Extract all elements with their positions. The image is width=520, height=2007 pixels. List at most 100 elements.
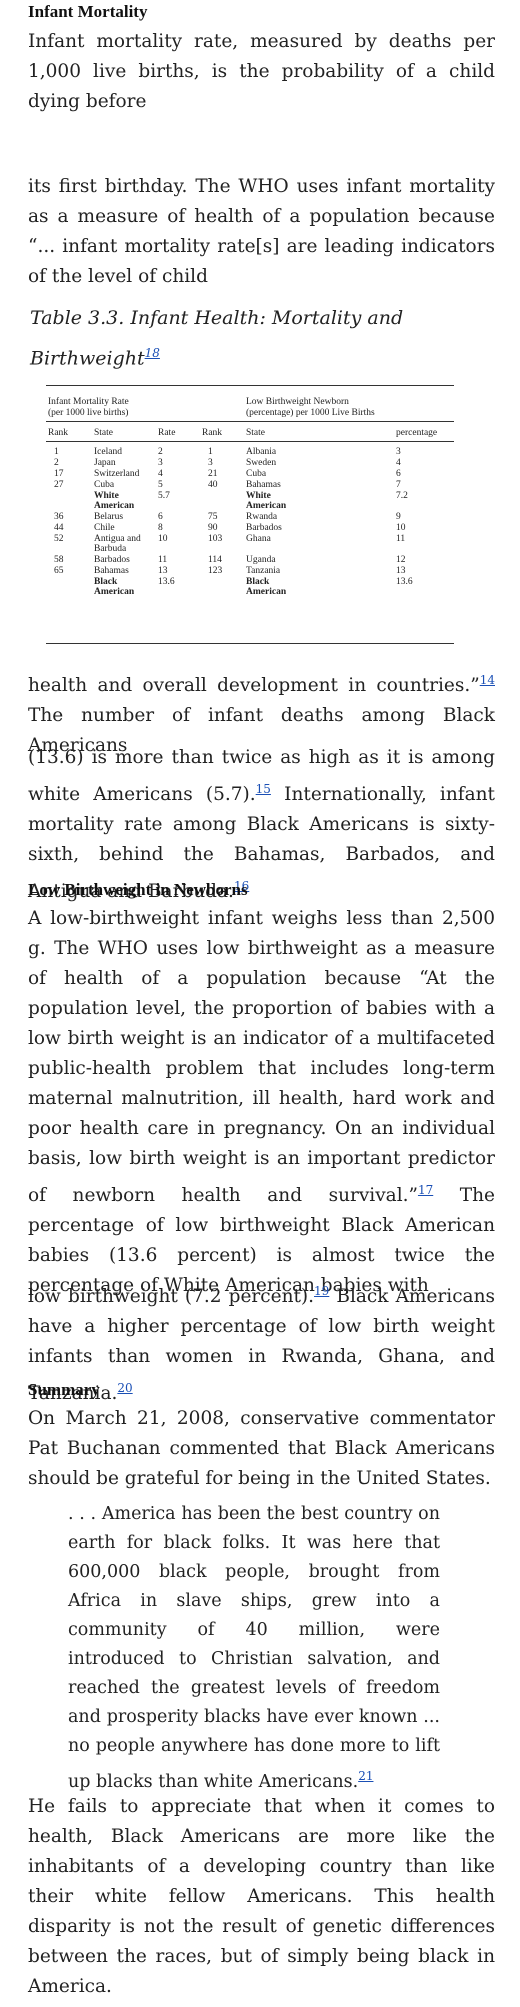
column-header-rate: Rate xyxy=(158,428,176,438)
section-heading-summary: Summary xyxy=(28,1380,100,1399)
infant-health-table: Infant Mortality Rate (per 1000 live bir… xyxy=(46,385,454,647)
paragraph-text: health and overall development in countr… xyxy=(28,675,480,697)
paragraph: He fails to appreciate that when it come… xyxy=(28,1792,495,2002)
paragraph-text: Black Americans have a higher percentage… xyxy=(28,1286,495,1405)
table-cell-rank: 27 xyxy=(54,480,64,490)
table-cell-state: Bahamas xyxy=(94,566,129,576)
table-cell-state: Belarus xyxy=(94,512,124,522)
column-header-rank-2: Rank xyxy=(202,428,223,438)
table-cell-rate: 8 xyxy=(158,523,163,533)
footnote-link-19[interactable]: 19 xyxy=(314,1284,330,1298)
table-cell-rank-2: 114 xyxy=(208,555,222,565)
footnote-link-15[interactable]: 15 xyxy=(255,782,271,796)
paragraph-text: A low-birthweight infant weighs less tha… xyxy=(28,908,495,1207)
table-cell-rank-2: 123 xyxy=(208,566,223,576)
table-cell-state-2: Rwanda xyxy=(246,512,278,522)
table-header-rule xyxy=(46,421,454,422)
table-top-rule xyxy=(46,385,454,386)
column-header-state: State xyxy=(94,428,113,438)
footnote-link-21[interactable]: 21 xyxy=(358,1769,374,1783)
table-caption: Table 3.3. Infant Health: Mortality and … xyxy=(30,302,470,375)
block-quote-text: . . . America has been the best country … xyxy=(68,1504,440,1792)
table-cell-rank-2: 75 xyxy=(208,512,218,522)
table-cell-rate: 4 xyxy=(158,469,163,479)
table-cell-state-2: Black American xyxy=(246,577,287,597)
table-cell-state-2: Barbados xyxy=(246,523,282,533)
table-cell-state-2: Albania xyxy=(246,447,277,457)
paragraph: its first birthday. The WHO uses infant … xyxy=(28,172,495,292)
table-bottom-rule xyxy=(46,643,454,644)
table-cell-percentage: 7 xyxy=(396,480,401,490)
paragraph-text: He fails to appreciate that when it come… xyxy=(28,1796,495,1997)
table-cell-state-2: Uganda xyxy=(246,555,276,565)
group-header-birthweight-2: (percentage) per 1000 Live Births xyxy=(246,408,375,418)
paragraph-text: low birthweight (7.2 percent). xyxy=(28,1286,315,1308)
table-cell-rate: 13.6 xyxy=(158,577,175,587)
footnote-ref-20[interactable]: 20 xyxy=(117,1378,132,1396)
table-cell-state-2: Bahamas xyxy=(246,480,281,490)
table-cell-percentage: 13.6 xyxy=(396,577,413,587)
footnote-ref-16[interactable]: 16 xyxy=(234,876,249,894)
table-cell-state: Cuba xyxy=(94,480,115,490)
table-cell-state: Barbados xyxy=(94,555,130,565)
table-cell-percentage: 6 xyxy=(396,469,401,479)
table-cell-percentage: 10 xyxy=(396,523,406,533)
paragraph: Infant mortality rate, measured by death… xyxy=(28,27,495,117)
table-cell-rate: 6 xyxy=(158,512,163,522)
table-cell-percentage: 9 xyxy=(396,512,401,522)
footnote-link-17[interactable]: 17 xyxy=(417,1183,434,1197)
table-cell-state-2: White American xyxy=(246,491,287,511)
table-cell-rank: 17 xyxy=(54,469,64,479)
column-header-state-2: State xyxy=(246,428,265,438)
table-cell-rank-2: 3 xyxy=(208,458,213,468)
section-heading-low-birthweight: Low Birthweight in Newborns xyxy=(28,880,248,899)
section-heading-infant-mortality: Infant Mortality xyxy=(28,2,148,21)
paragraph-text: its first birthday. The WHO uses infant … xyxy=(28,176,495,287)
table-cell-percentage: 11 xyxy=(396,534,406,544)
paragraph: (13.6) is more than twice as high as it … xyxy=(28,743,495,907)
table-cell-rate: 5 xyxy=(158,480,163,490)
table-cell-state: Iceland xyxy=(94,447,122,457)
footnote-ref-19[interactable]: 19 xyxy=(314,1281,329,1299)
table-caption-text: Table 3.3. Infant Health: Mortality and … xyxy=(30,307,404,370)
group-header-mortality-2: (per 1000 live births) xyxy=(48,408,129,418)
table-cell-rank-2: 103 xyxy=(208,534,223,544)
paragraph: low birthweight (7.2 percent).19 Black A… xyxy=(28,1275,495,1409)
paragraph-text: The percentage of low birthweight Black … xyxy=(28,1185,495,1297)
table-cell-state: Antigua and Barbuda xyxy=(94,534,141,554)
table-cell-rank: 65 xyxy=(54,566,64,576)
table-cell-state-2: Tanzania xyxy=(246,566,281,576)
footnote-ref-14[interactable]: 14 xyxy=(480,670,495,688)
footnote-ref-15[interactable]: 15 xyxy=(256,779,271,797)
footnote-link-18[interactable]: 18 xyxy=(144,346,160,360)
footnote-ref-17[interactable]: 17 xyxy=(418,1180,433,1198)
table-cell-percentage: 12 xyxy=(396,555,406,565)
table-cell-rank: 52 xyxy=(54,534,64,544)
footnote-link-16[interactable]: 16 xyxy=(233,879,250,894)
table-cell-state: White American xyxy=(94,491,135,511)
table-cell-rate: 11 xyxy=(158,555,168,565)
table-cell-percentage: 4 xyxy=(396,458,401,468)
paragraph-text: Infant mortality rate, measured by death… xyxy=(28,31,495,112)
paragraph-text: On March 21, 2008, conservative commenta… xyxy=(28,1408,495,1489)
table-cell-state-2: Sweden xyxy=(246,458,277,468)
table-cell-rank: 58 xyxy=(54,555,64,565)
table-cell-rank-2: 90 xyxy=(208,523,218,533)
footnote-link-14[interactable]: 14 xyxy=(479,673,495,687)
column-header-rank: Rank xyxy=(48,428,69,438)
footnote-ref-18[interactable]: 18 xyxy=(145,342,160,361)
table-cell-percentage: 7.2 xyxy=(396,491,408,501)
paragraph-text: Internationally, infant mortality rate a… xyxy=(28,784,495,903)
table-cell-rank: 44 xyxy=(54,523,64,533)
table-cell-state: Japan xyxy=(94,458,116,468)
paragraph-text: The number of infant deaths among Black … xyxy=(28,705,495,757)
table-cell-rate: 2 xyxy=(158,447,163,457)
footnote-link-20[interactable]: 20 xyxy=(117,1381,133,1396)
paragraph: On March 21, 2008, conservative commenta… xyxy=(28,1404,495,1494)
table-cell-rank: 36 xyxy=(54,512,64,522)
table-cell-rate: 10 xyxy=(158,534,168,544)
table-cell-rank-2: 40 xyxy=(208,480,218,490)
table-cell-percentage: 3 xyxy=(396,447,401,457)
footnote-ref-21[interactable]: 21 xyxy=(358,1767,373,1784)
